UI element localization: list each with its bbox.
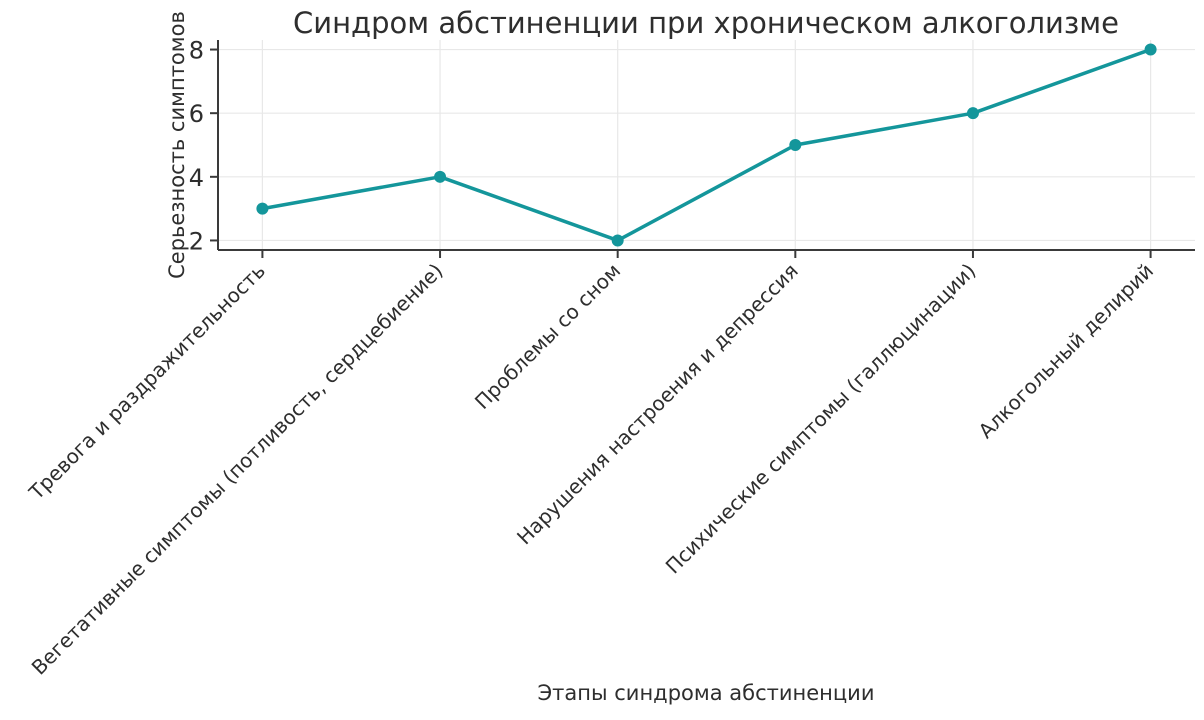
- grid-lines: [218, 40, 1195, 250]
- data-point: [611, 234, 624, 247]
- y-tick-label: 6: [189, 100, 204, 128]
- data-point: [256, 202, 269, 215]
- y-tick-label: 2: [189, 227, 204, 255]
- x-tick-label: Нарушения настроения и депрессия: [512, 259, 803, 550]
- data-series: [256, 43, 1157, 247]
- chart-title: Синдром абстиненции при хроническом алко…: [293, 6, 1119, 40]
- data-point: [434, 170, 447, 183]
- y-tick-label: 4: [189, 164, 204, 192]
- x-axis-label: Этапы синдрома абстиненции: [538, 681, 875, 705]
- x-tick-label: Вегетативные симптомы (потливость, сердц…: [27, 259, 448, 680]
- data-point: [966, 107, 979, 120]
- x-tick-label: Алкогольный делирий: [974, 259, 1159, 444]
- x-tick-label: Проблемы со сном: [470, 259, 625, 414]
- data-point: [1144, 43, 1157, 56]
- y-axis-label: Серьезность симптомов: [165, 11, 189, 279]
- x-tick-label: Психические симптомы (галлюцинации): [661, 259, 981, 579]
- y-tick-label: 8: [189, 37, 204, 65]
- data-point: [789, 139, 802, 151]
- data-line: [260, 47, 1153, 243]
- axes: [210, 40, 1195, 258]
